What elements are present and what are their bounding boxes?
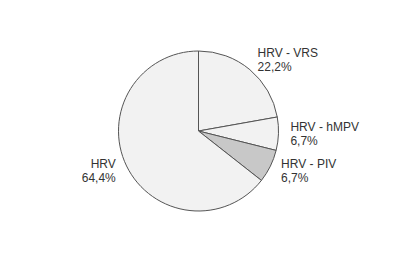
svg-text:HRV - hMPV6,7%: HRV - hMPV6,7% [290, 120, 358, 148]
svg-text:HRV64,4%: HRV64,4% [82, 157, 116, 185]
svg-text:HRV - PIV6,7%: HRV - PIV6,7% [281, 157, 336, 185]
svg-text:HRV - VRS22,2%: HRV - VRS22,2% [258, 46, 318, 74]
